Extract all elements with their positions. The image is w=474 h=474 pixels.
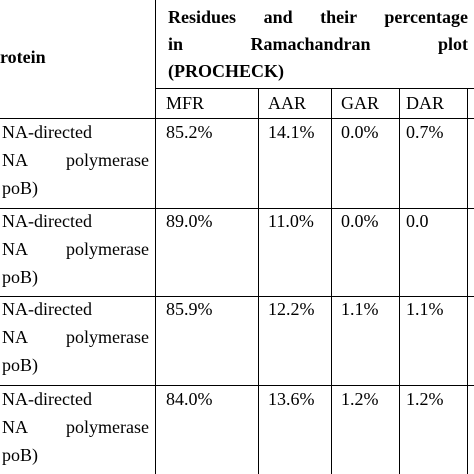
rule <box>467 88 468 474</box>
subheader: MFR <box>166 93 205 113</box>
protein-name: NA-directed <box>2 299 92 319</box>
subheader: AAR <box>268 93 307 113</box>
rule <box>155 0 156 474</box>
cell: 0.0% <box>341 122 379 142</box>
rule <box>0 385 474 386</box>
cell: 1.2% <box>341 389 379 409</box>
protein-header: rotein <box>0 47 46 67</box>
subheader: DAR <box>406 93 445 113</box>
protein-name: NA polymerase <box>2 150 149 170</box>
cell: 11.0% <box>268 211 314 231</box>
rule <box>0 118 474 119</box>
protein-name: NA polymerase <box>2 327 149 347</box>
cell: 84.0% <box>166 389 213 409</box>
cell: 14.1% <box>268 122 315 142</box>
subheader: GAR <box>341 93 380 113</box>
rule <box>399 88 400 474</box>
column-header: (PROCHECK) <box>168 61 284 81</box>
protein-name: poB) <box>2 178 38 198</box>
protein-name: NA polymerase <box>2 417 149 437</box>
protein-name: poB) <box>2 355 38 375</box>
protein-name: NA-directed <box>2 211 92 231</box>
rule <box>258 88 259 474</box>
column-header: Residues and their percentage <box>168 7 468 27</box>
cell: 1.1% <box>341 299 379 319</box>
cell: 1.2% <box>406 389 444 409</box>
rule <box>0 296 474 297</box>
cell: 12.2% <box>268 299 315 319</box>
protein-name: NA polymerase <box>2 239 149 259</box>
rule <box>0 208 474 209</box>
protein-name: poB) <box>2 445 38 465</box>
cell: 0.0 <box>406 211 429 231</box>
cell: 13.6% <box>268 389 315 409</box>
cell: 0.0% <box>341 211 379 231</box>
cell: 1.1% <box>406 299 444 319</box>
cell: 0.7% <box>406 122 444 142</box>
protein-name: poB) <box>2 267 38 287</box>
protein-name: NA-directed <box>2 122 92 142</box>
protein-name: NA-directed <box>2 389 92 409</box>
cell: 85.2% <box>166 122 213 142</box>
rule <box>155 88 474 89</box>
rule <box>331 88 332 474</box>
cell: 85.9% <box>166 299 213 319</box>
cell: 89.0% <box>166 211 213 231</box>
column-header: in Ramachandran plot <box>168 34 468 54</box>
